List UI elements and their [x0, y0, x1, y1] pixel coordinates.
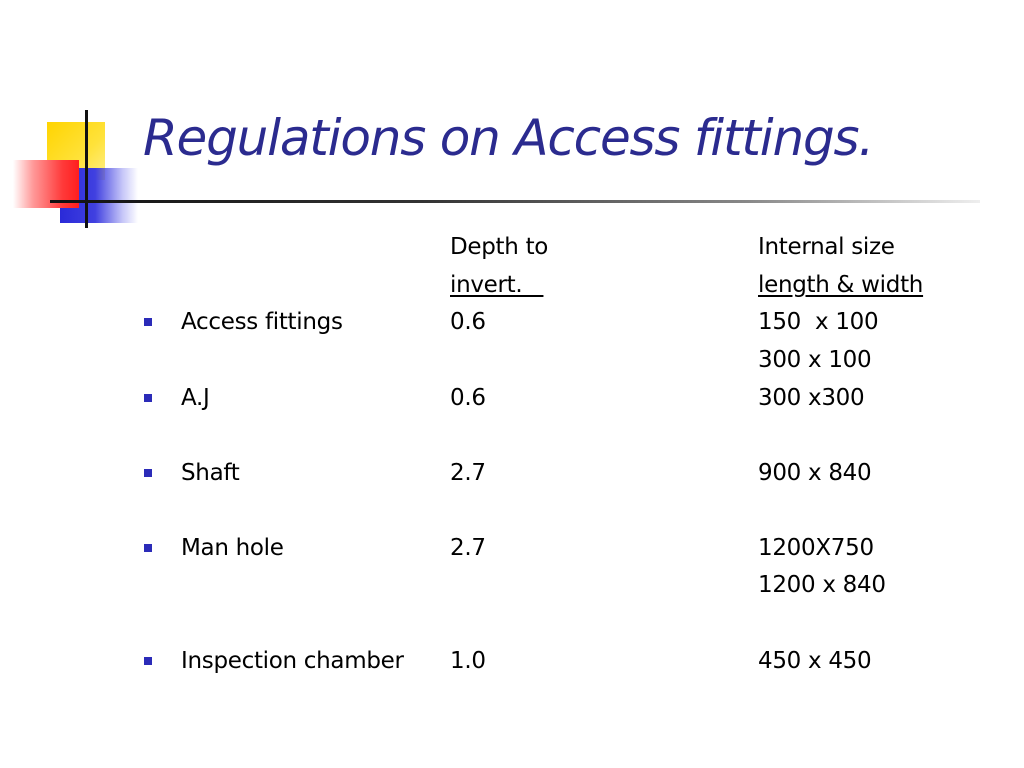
title-underline-rule	[50, 200, 980, 203]
row-name: A.J	[181, 385, 210, 411]
row-depth: 1.0	[450, 648, 486, 674]
slide-title: Regulations on Access fittings.	[143, 109, 874, 167]
row-name: Shaft	[181, 460, 240, 486]
row-size: 150 x 100	[758, 309, 879, 335]
row-name: Access fittings	[181, 309, 343, 335]
row-size: 900 x 840	[758, 460, 872, 486]
row-depth: 2.7	[450, 460, 486, 486]
bullet-icon	[144, 394, 152, 402]
row-size: 450 x 450	[758, 648, 872, 674]
row-size: 300 x300	[758, 385, 865, 411]
header-depth-line2: invert.	[450, 272, 544, 298]
bullet-icon	[144, 544, 152, 552]
header-size-line2: length & width	[758, 272, 924, 298]
row-size-extra: 300 x 100	[758, 347, 872, 373]
header-size-line1: Internal size	[758, 234, 895, 260]
row-depth: 0.6	[450, 309, 486, 335]
row-size-extra: 1200 x 840	[758, 572, 886, 598]
row-depth: 0.6	[450, 385, 486, 411]
decor-vertical-line	[85, 110, 88, 228]
row-name: Man hole	[181, 535, 284, 561]
header-depth-line1: Depth to	[450, 234, 549, 260]
row-size: 1200X750	[758, 535, 874, 561]
row-name: Inspection chamber	[181, 648, 404, 674]
bullet-icon	[144, 469, 152, 477]
bullet-icon	[144, 657, 152, 665]
bullet-icon	[144, 318, 152, 326]
row-depth: 2.7	[450, 535, 486, 561]
